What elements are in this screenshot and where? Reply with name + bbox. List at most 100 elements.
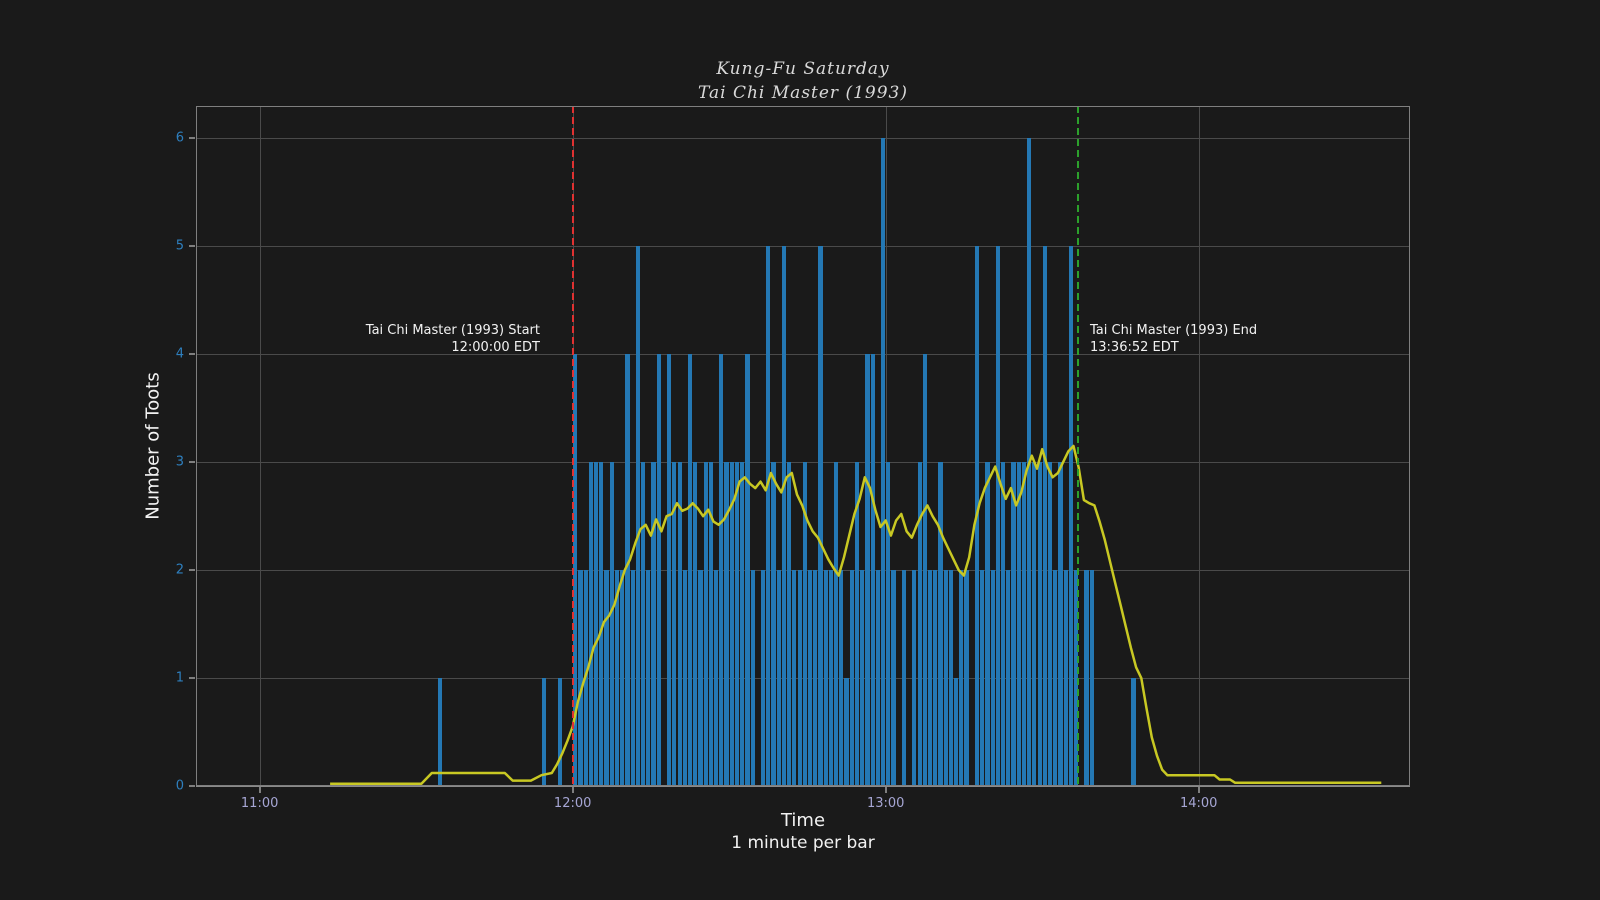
toot-count-bar xyxy=(604,570,609,786)
toot-count-bar xyxy=(703,462,708,786)
start-marker-line xyxy=(571,106,574,786)
toot-count-bar xyxy=(787,462,792,786)
toot-count-bar xyxy=(1011,462,1016,786)
toot-count-bar xyxy=(776,570,781,786)
toot-count-bar xyxy=(1053,570,1058,786)
toot-count-bar xyxy=(1032,462,1037,786)
y-tick-mark xyxy=(189,785,195,787)
toot-count-bar xyxy=(839,570,844,786)
x-tick-label: 13:00 xyxy=(866,796,905,811)
toot-count-bar xyxy=(1006,570,1011,786)
end-marker-line xyxy=(1077,106,1080,786)
toot-count-bar xyxy=(870,354,875,786)
toot-count-bar xyxy=(1074,570,1079,786)
toot-count-bar xyxy=(635,246,640,786)
toot-count-bar xyxy=(865,354,870,786)
toot-count-bar xyxy=(807,570,813,786)
toot-count-bar xyxy=(729,462,734,786)
toot-count-bar xyxy=(1068,246,1073,786)
toot-count-bar xyxy=(860,570,865,786)
y-tick-mark xyxy=(189,461,195,464)
start-annotation-line2: 12:00:00 EDT xyxy=(451,340,540,355)
toot-count-bar xyxy=(1084,570,1089,786)
toot-count-bar xyxy=(578,570,583,786)
toot-count-bar xyxy=(771,462,776,786)
y-tick-label: 6 xyxy=(175,130,184,146)
toot-count-bar xyxy=(557,678,562,786)
x-axis-line xyxy=(196,785,1410,787)
y-gridline xyxy=(196,137,1410,139)
toot-count-bar xyxy=(693,462,698,786)
toot-count-bar xyxy=(980,570,985,786)
toot-count-bar xyxy=(599,462,604,786)
toot-count-bar xyxy=(1016,462,1021,786)
end-annotation-line2: 13:36:52 EDT xyxy=(1090,340,1179,355)
y-tick-mark xyxy=(189,137,195,140)
toot-count-bar xyxy=(823,570,828,786)
toot-count-bar xyxy=(1000,462,1006,786)
plot-border xyxy=(196,106,1410,786)
start-annotation-line1: Tai Chi Master (1993) Start xyxy=(365,323,540,338)
x-gridline xyxy=(885,106,887,786)
toot-count-bar xyxy=(933,570,938,786)
toot-count-bar xyxy=(995,246,1000,786)
toot-count-bar xyxy=(828,570,833,786)
toot-count-bar xyxy=(656,354,661,786)
x-axis-sublabel: 1 minute per bar xyxy=(731,833,875,853)
toot-count-bar xyxy=(818,246,823,786)
toot-count-bar xyxy=(849,570,854,786)
y-tick-mark xyxy=(189,569,195,572)
toot-count-bar xyxy=(724,462,729,786)
y-tick-label: 2 xyxy=(175,562,184,578)
y-gridline xyxy=(196,245,1410,247)
end-annotation: Tai Chi Master (1993) End 13:36:52 EDT xyxy=(1090,322,1257,356)
toot-count-bar xyxy=(875,570,880,786)
toot-count-bar xyxy=(943,570,948,786)
y-axis-label: Number of Toots xyxy=(142,372,164,520)
toot-count-bar xyxy=(922,354,927,786)
x-tick-mark xyxy=(258,787,261,793)
toot-count-bar xyxy=(1063,570,1068,786)
chart-title-line1: Kung-Fu Saturday xyxy=(716,59,890,79)
toot-count-bar xyxy=(985,462,990,786)
y-tick-mark xyxy=(189,677,195,680)
toot-count-bar xyxy=(964,570,969,786)
toot-count-bar xyxy=(802,462,807,786)
toot-count-bar xyxy=(620,570,625,786)
toot-count-bar xyxy=(714,570,719,786)
toot-count-bar xyxy=(761,570,766,786)
toot-count-bar xyxy=(1058,462,1063,786)
toot-count-bar xyxy=(437,678,442,786)
toot-count-bar xyxy=(792,570,797,786)
toot-count-bar xyxy=(948,570,953,786)
y-tick-label: 1 xyxy=(175,670,184,686)
toot-count-bar xyxy=(901,570,907,786)
y-gridline xyxy=(196,353,1410,355)
toot-count-bar xyxy=(672,462,677,786)
toot-count-bar xyxy=(646,570,651,786)
toot-count-bar xyxy=(834,462,839,786)
toot-count-bar xyxy=(745,354,750,786)
y-tick-label: 0 xyxy=(175,778,184,794)
toot-count-bar xyxy=(609,462,614,786)
toot-count-bar xyxy=(698,570,703,786)
toot-count-bar xyxy=(573,354,578,786)
x-tick-label: 14:00 xyxy=(1179,796,1218,811)
toot-count-bar xyxy=(682,570,687,786)
end-annotation-line1: Tai Chi Master (1993) End xyxy=(1090,323,1258,338)
toot-count-bar xyxy=(667,354,672,786)
toot-count-bar xyxy=(740,462,745,786)
toot-count-bar xyxy=(651,462,656,786)
toot-count-bar xyxy=(708,462,713,786)
toot-count-bar xyxy=(912,570,917,786)
toot-count-bar xyxy=(734,462,740,786)
y-tick-label: 5 xyxy=(175,238,184,254)
chart-title-line2: Tai Chi Master (1993) xyxy=(697,83,908,103)
x-tick-mark xyxy=(571,787,574,793)
toot-count-bar xyxy=(588,462,593,786)
toot-count-bar xyxy=(990,570,995,786)
toot-count-bar xyxy=(917,462,922,786)
toot-count-bar xyxy=(1037,462,1042,786)
toot-count-bar xyxy=(781,246,787,786)
